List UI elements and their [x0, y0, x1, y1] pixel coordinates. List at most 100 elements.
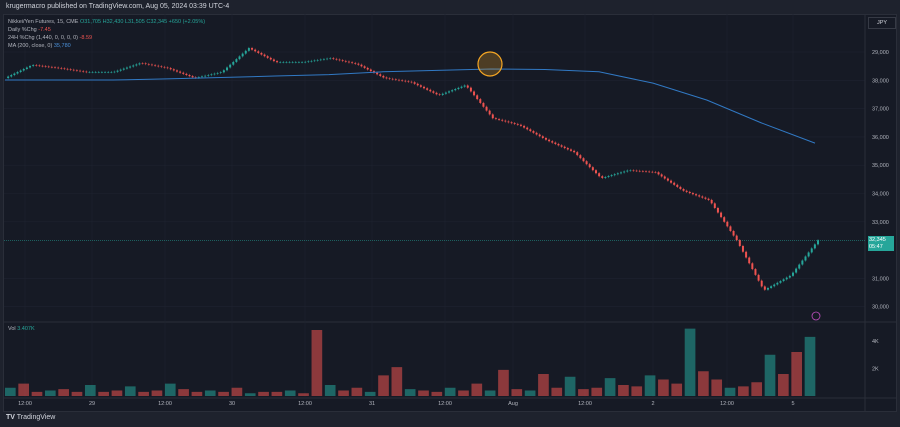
candle-body: [429, 89, 432, 92]
candle-body: [779, 281, 782, 283]
candle-body: [254, 49, 257, 52]
candle-body: [213, 73, 216, 75]
candle-body: [526, 127, 529, 130]
candle-body: [144, 63, 147, 65]
candle-body: [16, 72, 19, 74]
candle-body: [666, 178, 669, 181]
candle-body: [560, 145, 563, 147]
candle-body: [804, 256, 807, 261]
daily-chg-label[interactable]: Daily %Chg: [8, 27, 37, 33]
candle-body: [576, 152, 579, 156]
candle-body: [388, 78, 391, 79]
volume-bar: [271, 391, 283, 396]
publisher-line: krugermacro published on TradingView.com…: [6, 3, 230, 10]
candle-body: [426, 88, 429, 90]
volume-bar: [84, 385, 96, 396]
volume-bar: [764, 354, 776, 396]
volume-bar: [31, 391, 43, 396]
candle-body: [107, 72, 110, 73]
candle-body: [175, 70, 178, 72]
volume-bar: [658, 379, 669, 396]
candle-body: [207, 75, 210, 76]
candle-body: [63, 68, 66, 70]
candle-body: [279, 62, 282, 63]
volume-bar: [444, 387, 456, 396]
currency-button[interactable]: JPY: [868, 17, 896, 29]
candle-body: [548, 139, 551, 142]
candle-body: [294, 62, 297, 63]
candle-body: [57, 67, 60, 69]
candle-body: [601, 176, 604, 178]
volume-bar: [5, 387, 16, 396]
candle-body: [594, 170, 597, 174]
volume-label[interactable]: Vol: [8, 326, 16, 332]
candle-body: [620, 172, 623, 174]
x-tick-label: 12:00: [578, 401, 592, 407]
candle-body: [723, 217, 726, 222]
candle-body: [150, 64, 153, 66]
candle-body: [460, 86, 463, 88]
candle-body: [260, 52, 263, 55]
volume-bar: [44, 390, 56, 396]
candle-body: [651, 171, 654, 173]
candle-body: [19, 70, 22, 73]
volume-bar: [471, 383, 483, 396]
candle-body: [335, 58, 338, 60]
candle-body: [291, 62, 294, 63]
ohlc-close: C32,345: [146, 19, 168, 25]
candle-body: [454, 89, 457, 91]
last-price: 32,345: [869, 237, 886, 243]
candle-body: [482, 102, 485, 107]
candle-body: [369, 69, 372, 72]
volume-bar: [124, 386, 136, 396]
volume-bar: [671, 383, 683, 396]
volume-bar: [604, 378, 616, 396]
candle-body: [29, 66, 32, 68]
candle-body: [416, 83, 419, 86]
candle-body: [210, 74, 213, 76]
symbol-title[interactable]: Nikkei/Yen Futures, 15, CME: [8, 19, 79, 25]
last-price-label: 32,345 05:47: [868, 236, 894, 251]
candle-body: [341, 60, 344, 61]
candle-body: [707, 198, 710, 200]
candle-body: [35, 65, 38, 66]
volume-bar: [564, 376, 576, 396]
ma-label[interactable]: MA (200, close, 0): [8, 43, 53, 49]
candle-body: [25, 67, 28, 70]
candle-body: [322, 59, 325, 60]
candle-body: [807, 252, 810, 257]
candle-body: [713, 203, 716, 208]
candle-body: [632, 170, 635, 172]
candle-body: [219, 72, 222, 74]
candle-body: [810, 248, 813, 253]
candle-body: [501, 119, 504, 121]
volume-bar: [111, 390, 123, 396]
candle-body: [100, 72, 103, 73]
candle-body: [47, 66, 50, 68]
bar-countdown: 05:47: [869, 243, 883, 250]
candle-body: [448, 91, 451, 93]
candle-body: [44, 66, 47, 67]
candle-body: [457, 87, 460, 90]
volume-bar: [538, 374, 549, 396]
candle-body: [285, 62, 288, 63]
ohlc-low: L31,505: [124, 19, 145, 25]
candle-body: [610, 175, 613, 177]
candle-body: [251, 48, 254, 50]
candle-body: [394, 79, 397, 80]
candle-body: [363, 66, 366, 68]
candle-body: [222, 70, 225, 73]
candle-body: [629, 170, 632, 172]
tradingview-logo[interactable]: TV TradingView: [6, 414, 56, 421]
h24-chg-label[interactable]: 24H %Chg (1,440, 0, 0, 0, 0): [8, 35, 79, 41]
candle-body: [304, 61, 307, 63]
candle-body: [538, 134, 541, 137]
candle-body: [316, 60, 319, 61]
candle-body: [266, 56, 269, 58]
candle-body: [773, 284, 776, 287]
candle-body: [791, 272, 794, 276]
candle-body: [288, 62, 291, 63]
candle-body: [760, 280, 763, 287]
candle-body: [179, 71, 182, 73]
